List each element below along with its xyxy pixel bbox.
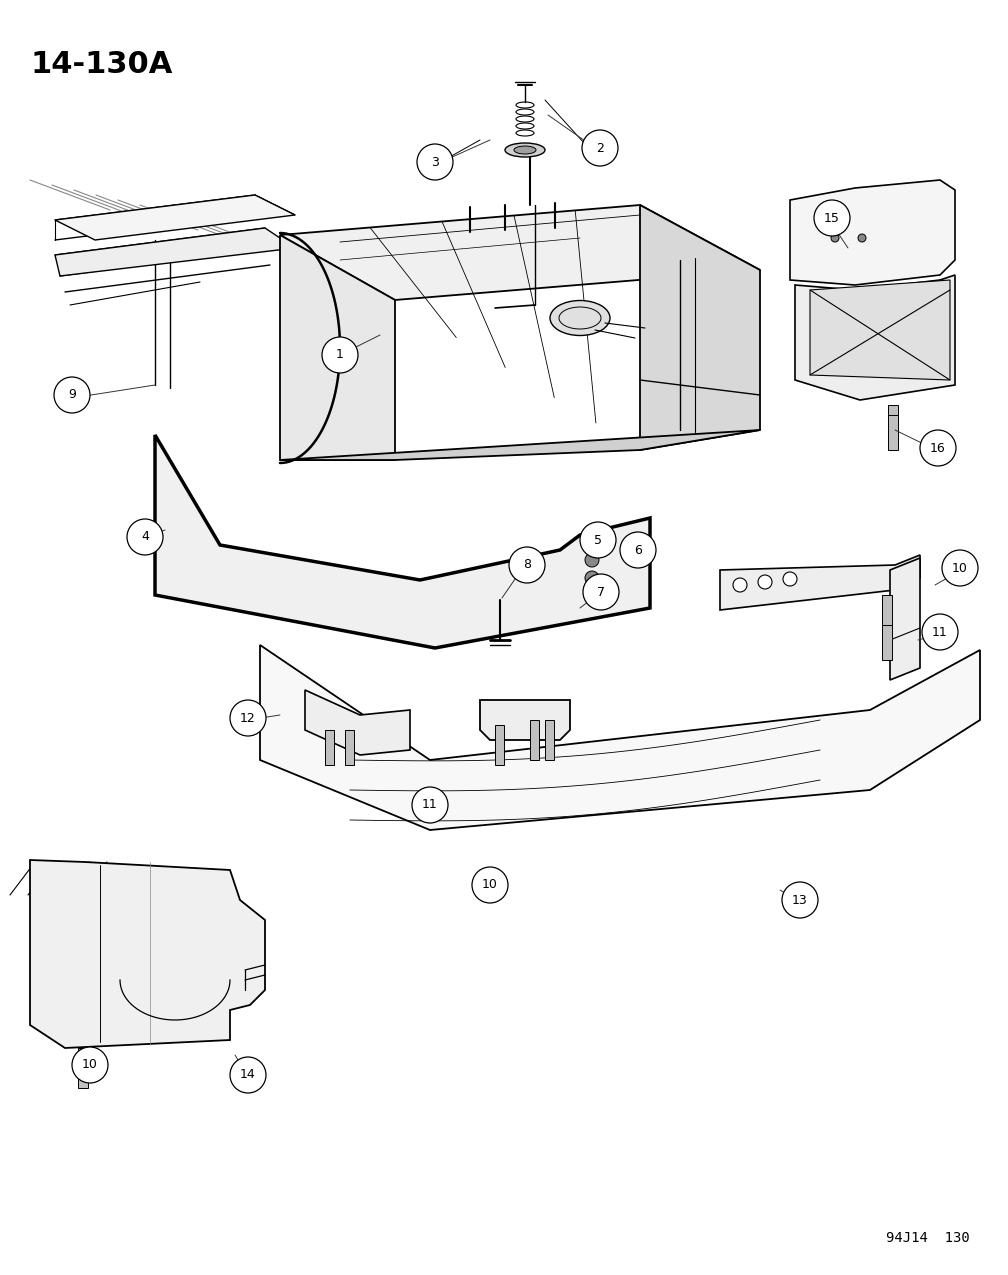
Circle shape [585,536,599,550]
Circle shape [942,550,978,586]
Circle shape [814,200,850,236]
Polygon shape [280,205,760,300]
Circle shape [417,144,453,180]
Circle shape [583,574,619,609]
FancyBboxPatch shape [345,731,354,765]
Text: 2: 2 [596,142,604,154]
Polygon shape [480,700,570,739]
Ellipse shape [514,147,536,154]
FancyBboxPatch shape [78,1048,88,1077]
Text: 14: 14 [240,1068,256,1081]
Circle shape [585,571,599,585]
Polygon shape [55,228,295,275]
Text: 4: 4 [141,530,149,543]
Polygon shape [890,558,920,680]
Text: 14-130A: 14-130A [30,50,172,79]
Text: 11: 11 [932,626,948,639]
Polygon shape [720,555,920,609]
FancyBboxPatch shape [325,731,334,765]
Circle shape [585,553,599,567]
Circle shape [54,377,90,413]
Polygon shape [30,861,265,1048]
Circle shape [758,575,772,589]
Text: 7: 7 [597,585,605,598]
Circle shape [922,615,958,650]
FancyBboxPatch shape [78,1058,88,1088]
Circle shape [72,1047,108,1082]
Text: 13: 13 [792,894,807,907]
Circle shape [412,787,448,822]
Circle shape [509,547,545,583]
Circle shape [620,532,656,567]
Circle shape [782,882,818,918]
Circle shape [230,700,266,736]
Polygon shape [55,195,295,240]
Text: 9: 9 [69,389,76,402]
Circle shape [733,578,747,592]
Text: 8: 8 [523,558,531,571]
Text: 10: 10 [482,878,498,891]
Polygon shape [810,280,950,380]
Polygon shape [305,690,410,755]
Polygon shape [280,235,395,460]
FancyBboxPatch shape [545,720,554,760]
Circle shape [230,1057,266,1093]
Circle shape [582,130,618,166]
Ellipse shape [505,143,545,157]
Polygon shape [280,430,760,460]
Circle shape [858,235,866,242]
Text: 10: 10 [953,561,968,575]
Polygon shape [795,275,955,400]
Text: 3: 3 [431,156,438,168]
Polygon shape [155,435,650,648]
Circle shape [831,235,839,242]
Text: 5: 5 [594,533,602,547]
Text: 94J14  130: 94J14 130 [886,1230,970,1244]
Circle shape [920,430,956,465]
FancyBboxPatch shape [882,625,892,660]
FancyBboxPatch shape [888,414,898,450]
Text: 16: 16 [930,441,946,454]
Text: 15: 15 [825,212,840,224]
FancyBboxPatch shape [888,405,898,440]
Circle shape [322,337,358,374]
Text: 12: 12 [240,711,256,724]
Circle shape [472,867,508,903]
Polygon shape [260,645,980,830]
Circle shape [783,572,797,586]
Polygon shape [640,205,760,450]
Text: 1: 1 [336,348,344,362]
Ellipse shape [550,301,610,335]
FancyBboxPatch shape [530,720,539,760]
Polygon shape [790,180,955,286]
Text: 11: 11 [422,798,437,811]
Circle shape [580,521,616,558]
FancyBboxPatch shape [495,725,504,765]
Text: 10: 10 [82,1058,98,1071]
Text: 6: 6 [634,543,642,556]
Circle shape [127,519,163,555]
FancyBboxPatch shape [882,595,892,630]
